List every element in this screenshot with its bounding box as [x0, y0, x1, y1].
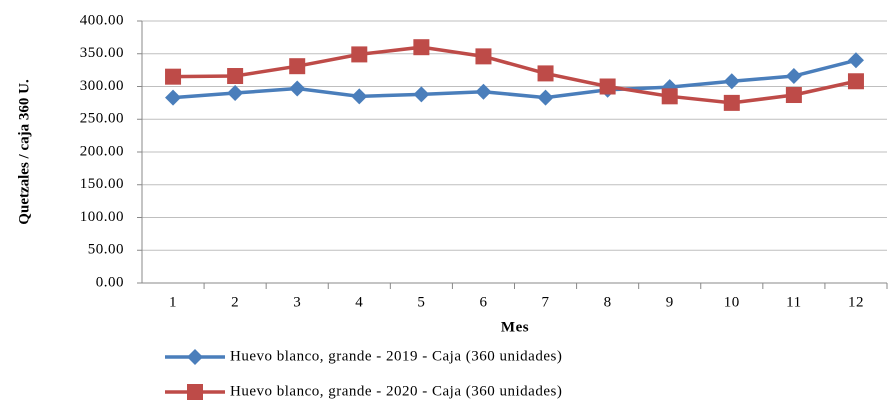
y-tick-label: 350.00: [80, 45, 124, 61]
legend-label: Huevo blanco, grande - 2019 - Caja (360 …: [230, 348, 562, 364]
x-tick-label: 6: [479, 294, 487, 310]
y-tick-label: 250.00: [80, 111, 124, 127]
x-tick-label: 2: [231, 294, 239, 310]
data-point: [289, 80, 306, 97]
x-tick-label: 12: [848, 294, 864, 310]
data-point: [537, 65, 554, 82]
x-tick-label: 3: [293, 294, 301, 310]
data-point: [537, 89, 554, 106]
data-point: [351, 46, 368, 63]
data-point: [847, 73, 864, 90]
data-point: [475, 83, 492, 100]
data-point: [599, 78, 616, 95]
y-tick-label: 100.00: [80, 209, 124, 225]
series-line: [172, 58, 857, 100]
y-axis-title: Quetzales / caja 360 U.: [16, 79, 32, 225]
data-point: [351, 88, 368, 105]
x-tick-label: 1: [169, 294, 177, 310]
data-point: [723, 94, 740, 111]
legend-label: Huevo blanco, grande - 2020 - Caja (360 …: [230, 383, 562, 399]
y-tick-label: 300.00: [80, 78, 124, 94]
y-tick-label: 150.00: [80, 176, 124, 192]
data-point: [227, 68, 244, 85]
data-point: [785, 87, 802, 104]
y-tick-label: 0.00: [96, 274, 124, 290]
legend-marker: [187, 384, 203, 400]
y-tick-label: 50.00: [88, 242, 124, 258]
x-tick-label: 11: [786, 294, 801, 310]
data-point: [661, 88, 678, 105]
data-point: [227, 85, 244, 102]
x-tick-label: 8: [604, 294, 612, 310]
series-line: [173, 45, 857, 105]
x-tick-label: 7: [542, 294, 550, 310]
x-tick-label: 4: [355, 294, 363, 310]
data-point: [289, 58, 306, 75]
data-point: [847, 52, 864, 69]
data-point: [785, 68, 802, 85]
y-tick-label: 400.00: [80, 12, 124, 28]
legend-marker: [187, 349, 203, 365]
data-point: [723, 73, 740, 90]
data-point: [413, 86, 430, 103]
y-tick-label: 200.00: [80, 143, 124, 159]
data-point: [475, 48, 492, 65]
x-tick-label: 5: [417, 294, 425, 310]
data-point: [413, 39, 430, 56]
x-tick-label: 9: [666, 294, 674, 310]
data-point: [165, 89, 182, 106]
data-point: [165, 68, 182, 85]
x-axis-title: Mes: [501, 319, 529, 335]
x-tick-label: 10: [724, 294, 740, 310]
